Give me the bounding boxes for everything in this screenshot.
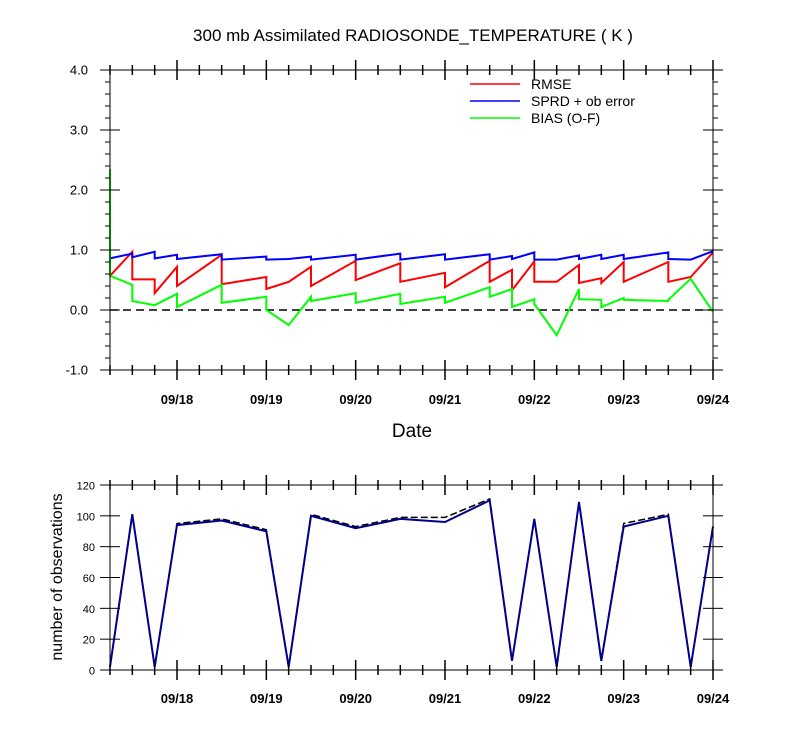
x-tick-label: 09/24 xyxy=(697,691,730,706)
legend-label: RMSE xyxy=(531,76,571,92)
x-tick-label: 09/23 xyxy=(607,392,640,407)
x-tick-label: 09/21 xyxy=(429,392,462,407)
x-axis-label: Date xyxy=(392,421,432,442)
y-tick-label: 0 xyxy=(89,666,95,678)
series-line-possible xyxy=(109,497,714,668)
y-tick-label: 120 xyxy=(77,481,95,493)
series-line-sprd-ob-error xyxy=(109,250,714,261)
y-tick-label: 4.0 xyxy=(70,63,88,78)
legend-label: SPRD + ob error xyxy=(531,93,635,109)
y-tick-label: 60 xyxy=(83,573,95,585)
series-line-assimilated xyxy=(109,498,714,668)
legend-label: BIAS (O-F) xyxy=(531,110,600,126)
y-tick-label: 40 xyxy=(83,604,95,616)
chart-title: 300 mb Assimilated RADIOSONDE_TEMPERATUR… xyxy=(193,26,633,45)
y-tick-label: 80 xyxy=(83,542,95,554)
series-line-bias-o-f xyxy=(109,169,714,338)
x-tick-label: 09/24 xyxy=(697,392,730,407)
y-tick-label: 100 xyxy=(77,511,95,523)
x-tick-label: 09/22 xyxy=(518,691,551,706)
y-tick-label: -1.0 xyxy=(66,363,88,378)
x-tick-label: 09/18 xyxy=(161,392,194,407)
top-plot-frame xyxy=(109,69,714,371)
bottom-plot-frame xyxy=(109,484,714,671)
y-tick-label: 3.0 xyxy=(70,123,88,138)
x-tick-label: 09/18 xyxy=(161,691,194,706)
y-tick-label: 2.0 xyxy=(70,183,88,198)
series-line-rmse xyxy=(109,249,714,296)
x-tick-label: 09/21 xyxy=(429,691,462,706)
y-tick-label: 1.0 xyxy=(70,243,88,258)
x-tick-label: 09/20 xyxy=(339,392,372,407)
y-tick-label: 0.0 xyxy=(70,303,88,318)
y-tick-label: 20 xyxy=(83,635,95,647)
y-axis-label: number of observations xyxy=(49,493,66,660)
x-tick-label: 09/19 xyxy=(250,392,283,407)
x-tick-label: 09/23 xyxy=(607,691,640,706)
x-tick-label: 09/19 xyxy=(250,691,283,706)
x-tick-label: 09/22 xyxy=(518,392,551,407)
top-chart: 300 mb Assimilated RADIOSONDE_TEMPERATUR… xyxy=(66,26,730,442)
x-tick-label: 09/20 xyxy=(339,691,372,706)
bottom-chart: 0 20 40 60 80 100 120 09/18 09/19 09/20 09/21 09/2… xyxy=(49,475,730,706)
